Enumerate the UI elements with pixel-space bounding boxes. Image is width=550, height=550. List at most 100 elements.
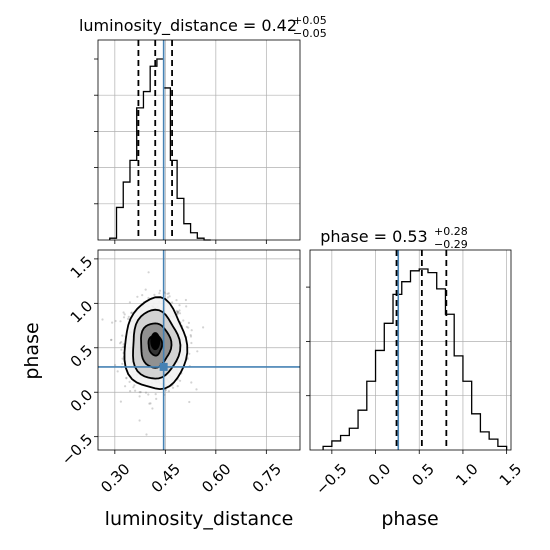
- sample-point: [128, 301, 131, 304]
- sample-point: [121, 362, 124, 365]
- sample-point: [155, 397, 158, 400]
- sample-point: [171, 301, 174, 304]
- sample-point: [176, 312, 179, 315]
- sample-point: [144, 391, 148, 394]
- sample-point: [121, 334, 124, 337]
- sample-point: [188, 352, 191, 355]
- sample-point: [110, 338, 113, 342]
- sample-point: [122, 345, 125, 348]
- joint-y-label: phase: [21, 322, 43, 379]
- sample-point: [182, 319, 185, 322]
- sample-point: [125, 376, 128, 379]
- sample-point: [133, 384, 136, 387]
- sample-point: [128, 380, 131, 383]
- sample-point: [188, 400, 191, 404]
- sample-point: [189, 335, 193, 338]
- sample-point: [158, 292, 161, 295]
- phase-histogram-panel: −0.5 0.0 0.5 1.0 1.5 phase = 0.53 +0.28 −0.2…: [306, 225, 525, 530]
- hist2-title-sup: +0.28: [434, 225, 468, 238]
- sample-point: [171, 386, 175, 389]
- hist1-ticks: [94, 58, 267, 244]
- joint-truth-lines: [98, 250, 300, 450]
- sample-point: [153, 293, 156, 296]
- sample-point: [120, 341, 123, 344]
- sample-point: [178, 309, 181, 312]
- sample-point: [168, 295, 171, 298]
- sample-point: [119, 320, 122, 323]
- joint-y-tick-label-2: 0.5: [67, 341, 97, 371]
- sample-point: [176, 311, 179, 314]
- joint-x-tick-label-0: 0.30: [97, 460, 133, 496]
- sample-point: [176, 385, 179, 388]
- joint-x-tick-label-2: 0.60: [198, 460, 234, 496]
- sample-point: [144, 288, 147, 291]
- hist2-x-tick-label-1: 0.0: [365, 460, 395, 490]
- sample-point: [125, 377, 128, 380]
- sample-point: [190, 381, 193, 384]
- sample-point: [139, 391, 142, 394]
- sample-point: [190, 329, 193, 332]
- sample-point: [176, 310, 180, 313]
- hist2-marks: [322, 250, 508, 450]
- density-peak: [150, 332, 161, 351]
- sample-point: [184, 298, 187, 302]
- hist2-title-main: phase = 0.53: [320, 227, 427, 246]
- joint-frame: [97, 249, 301, 451]
- hist1-grid: [98, 40, 300, 240]
- sample-point: [167, 390, 170, 393]
- sample-point: [116, 370, 119, 373]
- sample-point: [110, 338, 113, 341]
- joint-y-tick-label-0: −0.5: [58, 430, 96, 468]
- sample-point: [166, 292, 169, 295]
- hist1-title-sub: −0.05: [293, 27, 327, 40]
- sample-point: [138, 395, 141, 398]
- sample-point: [130, 311, 133, 314]
- sample-point: [147, 393, 150, 396]
- joint-x-tick-label-3: 0.75: [249, 460, 285, 496]
- sample-point: [114, 364, 117, 367]
- hist1-step-line: [109, 58, 211, 241]
- sample-point: [195, 388, 198, 391]
- sample-point: [149, 402, 152, 405]
- sample-point: [138, 419, 141, 422]
- luminosity-distance-histogram-panel: luminosity_distance = 0.42 +0.05 −0.05: [79, 14, 327, 244]
- sample-point: [147, 271, 150, 274]
- sample-point: [145, 433, 148, 436]
- sample-point: [178, 312, 182, 315]
- sample-point: [124, 385, 127, 388]
- sample-point: [122, 311, 125, 314]
- joint-panel: 0.30 0.45 0.60 0.75 −0.5 0.0 0.5 1.0 1.5 luminos…: [21, 249, 301, 530]
- sample-point: [126, 317, 130, 320]
- sample-point: [189, 334, 192, 337]
- sample-point: [141, 294, 144, 297]
- hist1-title-sup: +0.05: [293, 14, 327, 27]
- sample-point: [187, 326, 190, 329]
- joint-truth-marker: [159, 362, 168, 371]
- sample-point: [175, 299, 178, 302]
- sample-point: [185, 325, 188, 328]
- hist2-frame: [309, 249, 512, 451]
- sample-point: [111, 321, 114, 324]
- joint-y-tick-label-1: 0.0: [67, 386, 97, 416]
- sample-point: [151, 407, 154, 410]
- sample-point: [134, 389, 137, 392]
- sample-point: [158, 289, 162, 292]
- sample-point: [185, 305, 188, 308]
- sample-point: [148, 402, 151, 405]
- sample-point: [175, 309, 178, 312]
- sample-point: [154, 393, 157, 396]
- sample-point: [130, 311, 133, 314]
- hist1-marks: [109, 40, 211, 241]
- sample-point: [202, 326, 205, 329]
- hist2-ticks: −0.5 0.0 0.5 1.0 1.5: [306, 286, 525, 499]
- sample-point: [101, 318, 104, 321]
- sample-point: [147, 296, 150, 300]
- sample-point: [179, 379, 182, 382]
- sample-point: [196, 350, 199, 353]
- hist2-x-label: phase: [381, 508, 438, 530]
- sample-point: [187, 321, 190, 324]
- sample-point: [114, 319, 117, 323]
- sample-point: [122, 316, 126, 319]
- hist1-title-main: luminosity_distance = 0.42: [79, 16, 297, 36]
